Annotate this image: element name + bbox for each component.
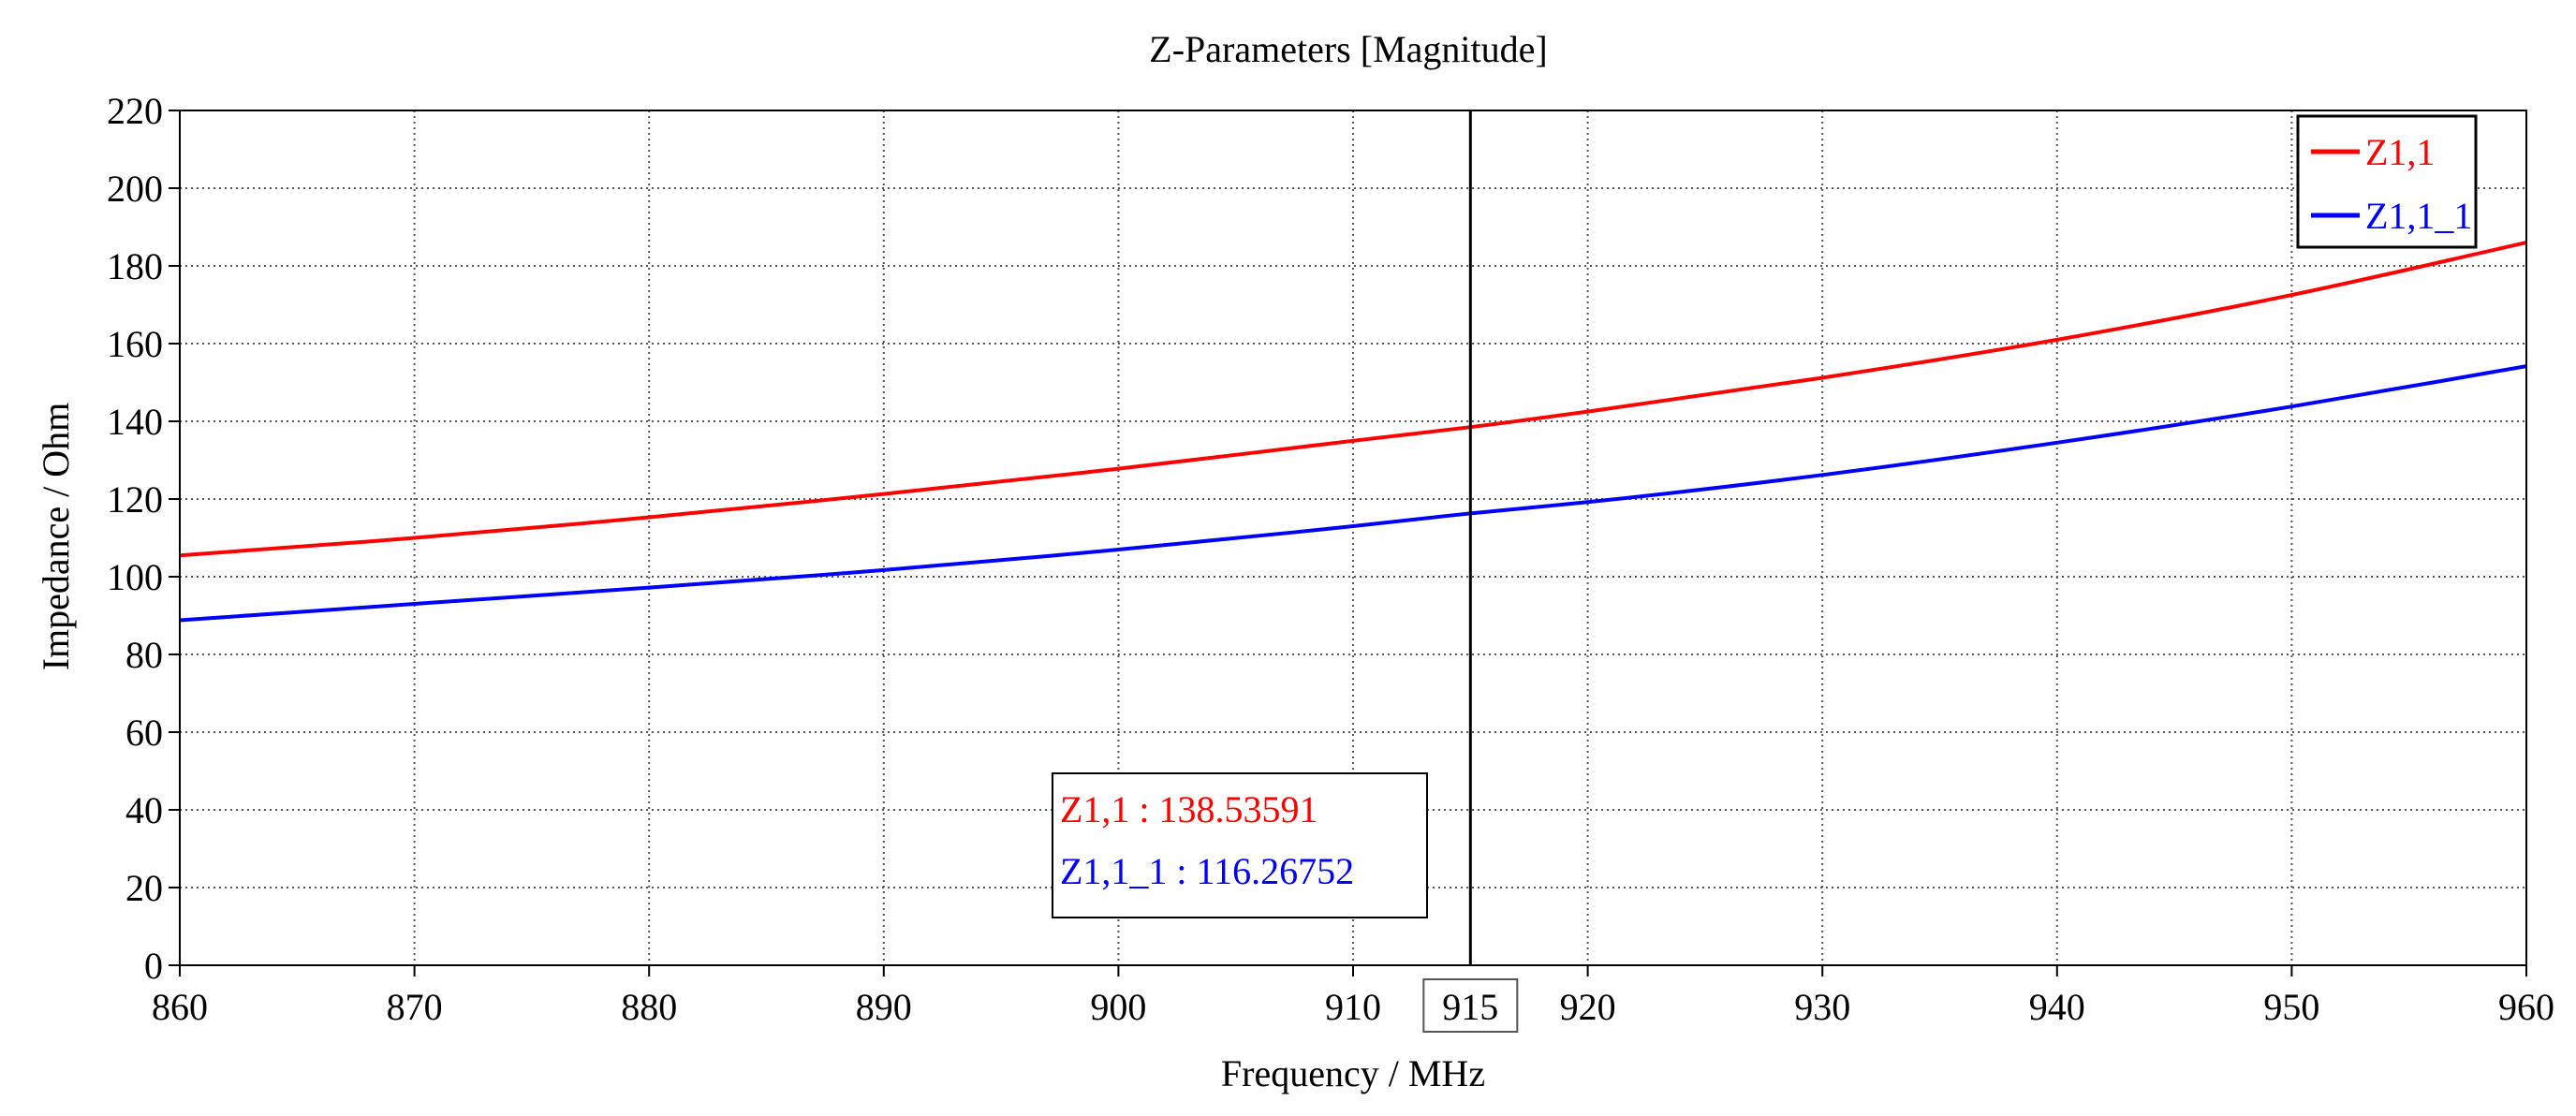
- y-tick-label-60: 60: [125, 712, 163, 754]
- y-tick-label-180: 180: [107, 245, 163, 287]
- x-tick-label-910: 910: [1325, 986, 1381, 1028]
- x-tick-label-890: 890: [856, 986, 912, 1028]
- marker-x-label-box: [1422, 978, 1519, 1033]
- legend-label-z11-1: Z1,1_1: [2365, 195, 2472, 237]
- x-tick-label-900: 900: [1090, 986, 1146, 1028]
- chart-title: Z-Parameters [Magnitude]: [1149, 28, 1547, 70]
- legend: Z1,1 Z1,1_1: [2296, 114, 2478, 249]
- y-tick-label-100: 100: [107, 556, 163, 598]
- marker-readout-box: [1052, 772, 1428, 918]
- y-tick-label-200: 200: [107, 168, 163, 210]
- y-tick-label-20: 20: [125, 867, 163, 909]
- y-tick-label-80: 80: [125, 634, 163, 676]
- axes: [169, 110, 2527, 976]
- legend-box: [2296, 114, 2478, 249]
- x-tick-label-960: 960: [2498, 986, 2554, 1028]
- marker-x-label: 915: [1442, 986, 1498, 1028]
- x-tick-label-930: 930: [1794, 986, 1850, 1028]
- x-tick-labels: 860 870 880 890 900 910 920 930 940 950 960: [152, 986, 2554, 1028]
- y-tick-label-0: 0: [144, 945, 163, 987]
- y-tick-label-120: 120: [107, 478, 163, 521]
- series-line-z11-1: [179, 364, 2527, 623]
- series-lines: [179, 241, 2527, 623]
- x-tick-label-870: 870: [387, 986, 443, 1028]
- y-tick-label-220: 220: [107, 90, 163, 132]
- marker-readout-z11: Z1,1 : 138.53591: [1060, 788, 1318, 830]
- plot-area-frame: [179, 110, 2527, 966]
- x-tick-label-940: 940: [2029, 986, 2085, 1028]
- y-tick-label-40: 40: [125, 789, 163, 831]
- x-tick-label-880: 880: [621, 986, 677, 1028]
- x-tick-label-950: 950: [2263, 986, 2319, 1028]
- grid-lines: [180, 110, 2526, 965]
- frequency-marker[interactable]: 915 Z1,1 : 138.53591 Z1,1_1 : 116.26752: [1052, 110, 1519, 1033]
- x-tick-label-860: 860: [152, 986, 208, 1028]
- y-tick-label-140: 140: [107, 401, 163, 443]
- y-axis-label: Impedance / Ohm: [35, 403, 77, 671]
- x-axis-label: Frequency / MHz: [1221, 1052, 1485, 1094]
- y-tick-label-160: 160: [107, 323, 163, 365]
- x-tick-label-920: 920: [1560, 986, 1616, 1028]
- marker-readout-z11-1: Z1,1_1 : 116.26752: [1060, 850, 1354, 892]
- series-line-z11: [179, 241, 2527, 558]
- y-tick-labels: 0 20 40 60 80 100 120 140 160 180 200 220: [107, 90, 163, 987]
- legend-label-z11: Z1,1: [2365, 131, 2435, 173]
